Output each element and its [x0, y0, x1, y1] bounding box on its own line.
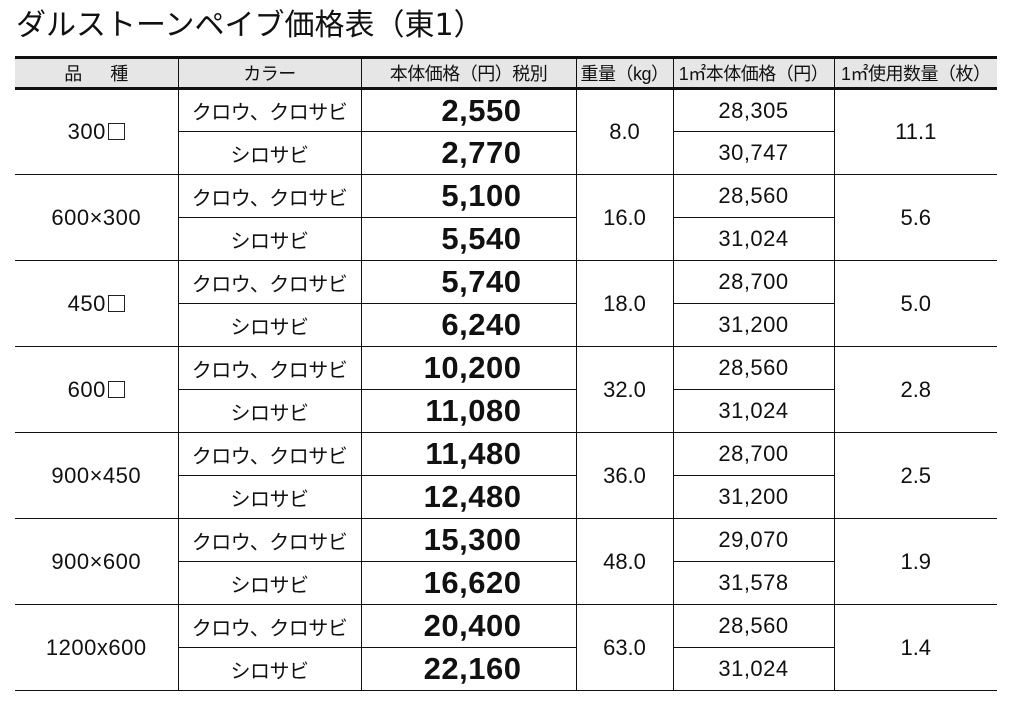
price-cell: 22,160: [360, 647, 576, 691]
unit-price-cell: 31,024: [672, 647, 834, 691]
weight-cell: 18.0: [575, 260, 673, 347]
product-size: 600×300: [15, 174, 178, 261]
table-row: 300 クロウ、クロサビ 2,550 8.0 28,305 11.1: [15, 88, 997, 175]
product-size-label: 900×600: [51, 548, 142, 574]
unit-price-cell: 28,305: [672, 88, 834, 132]
page-title: ダルストーンペイブ価格表（東1）: [16, 8, 484, 43]
unit-price-cell: 29,070: [672, 518, 834, 562]
table-row: 1200x600 クロウ、クロサビ 20,400 63.0 28,560 1.4: [15, 604, 997, 691]
product-size-label: 900×450: [51, 462, 142, 488]
header-unit-price: 1㎡本体価格（円）: [672, 56, 834, 90]
price-cell: 10,200: [360, 346, 576, 390]
color-cell: シロサビ: [177, 561, 361, 605]
weight-cell: 8.0: [575, 88, 673, 175]
color-cell: クロウ、クロサビ: [177, 432, 361, 476]
price-cell: 11,480: [360, 432, 576, 476]
color-cell: シロサビ: [177, 475, 361, 519]
product-size-label: 600: [67, 376, 106, 402]
color-cell: クロウ、クロサビ: [177, 346, 361, 390]
product-size: 450: [15, 260, 178, 347]
unit-price-cell: 31,200: [672, 475, 834, 519]
qty-cell: 2.5: [833, 432, 997, 519]
product-size-label: 600×300: [51, 204, 142, 230]
table-row: 600 クロウ、クロサビ 10,200 32.0 28,560 2.8: [15, 346, 997, 433]
table-row: シロサビ 11,080 31,024: [15, 389, 997, 433]
price-cell: 2,770: [360, 131, 576, 175]
table-row: 900×600 クロウ、クロサビ 15,300 48.0 29,070 1.9: [15, 518, 997, 605]
header-color: カラー: [177, 56, 361, 90]
price-cell: 16,620: [360, 561, 576, 605]
weight-cell: 32.0: [575, 346, 673, 433]
unit-price-cell: 31,578: [672, 561, 834, 605]
unit-price-cell: 28,700: [672, 432, 834, 476]
price-cell: 6,240: [360, 303, 576, 347]
table-row: シロサビ 2,770 30,747: [15, 131, 997, 175]
unit-price-cell: 31,200: [672, 303, 834, 347]
table-row: 900×450 クロウ、クロサビ 11,480 36.0 28,700 2.5: [15, 432, 997, 519]
qty-cell: 11.1: [833, 88, 997, 175]
product-size: 900×600: [15, 518, 178, 605]
product-size-label: 450: [67, 290, 106, 316]
qty-cell: 2.8: [833, 346, 997, 433]
color-cell: シロサビ: [177, 389, 361, 433]
price-cell: 15,300: [360, 518, 576, 562]
product-size-label: 300: [67, 119, 106, 144]
unit-price-cell: 31,024: [672, 389, 834, 433]
table-row: シロサビ 12,480 31,200: [15, 475, 997, 519]
qty-cell: 5.0: [833, 260, 997, 347]
color-cell: クロウ、クロサビ: [177, 88, 361, 132]
color-cell: シロサビ: [177, 131, 361, 175]
weight-cell: 63.0: [575, 604, 673, 691]
qty-cell: 1.9: [833, 518, 997, 605]
unit-price-cell: 28,700: [672, 260, 834, 304]
price-cell: 11,080: [360, 389, 576, 433]
weight-cell: 36.0: [575, 432, 673, 519]
unit-price-cell: 28,560: [672, 174, 834, 218]
color-cell: シロサビ: [177, 217, 361, 261]
header-price: 本体価格（円）税別: [360, 56, 576, 90]
weight-cell: 16.0: [575, 174, 673, 261]
product-size-label: 1200x600: [45, 634, 147, 660]
price-cell: 5,100: [360, 174, 576, 218]
table-row: シロサビ 22,160 31,024: [15, 647, 997, 691]
price-cell: 5,740: [360, 260, 576, 304]
product-size: 1200x600: [15, 604, 178, 691]
square-icon: [107, 294, 125, 312]
price-cell: 5,540: [360, 217, 576, 261]
table-row: 450 クロウ、クロサビ 5,740 18.0 28,700 5.0: [15, 260, 997, 347]
price-cell: 2,550: [360, 88, 576, 132]
color-cell: クロウ、クロサビ: [177, 604, 361, 648]
price-cell: 20,400: [360, 604, 576, 648]
color-cell: クロウ、クロサビ: [177, 174, 361, 218]
table-header-row: 品種 カラー 本体価格（円）税別 重量（kg） 1㎡本体価格（円） 1㎡使用数量…: [15, 56, 997, 90]
unit-price-cell: 30,747: [672, 131, 834, 175]
unit-price-cell: 28,560: [672, 604, 834, 648]
table-row: シロサビ 5,540 31,024: [15, 217, 997, 261]
product-size: 300: [15, 88, 178, 175]
table-row: 600×300 クロウ、クロサビ 5,100 16.0 28,560 5.6: [15, 174, 997, 261]
table-row: シロサビ 6,240 31,200: [15, 303, 997, 347]
qty-cell: 1.4: [833, 604, 997, 691]
qty-cell: 5.6: [833, 174, 997, 261]
price-cell: 12,480: [360, 475, 576, 519]
product-size: 900×450: [15, 432, 178, 519]
price-table: 品種 カラー 本体価格（円）税別 重量（kg） 1㎡本体価格（円） 1㎡使用数量…: [15, 56, 997, 691]
header-weight: 重量（kg）: [575, 56, 673, 90]
weight-cell: 48.0: [575, 518, 673, 605]
color-cell: シロサビ: [177, 303, 361, 347]
color-cell: シロサビ: [177, 647, 361, 691]
product-size: 600: [15, 346, 178, 433]
unit-price-cell: 28,560: [672, 346, 834, 390]
square-icon: [107, 380, 125, 398]
unit-price-cell: 31,024: [672, 217, 834, 261]
header-size: 品種: [15, 56, 178, 90]
header-qty: 1㎡使用数量（枚）: [833, 56, 997, 90]
table-row: シロサビ 16,620 31,578: [15, 561, 997, 605]
color-cell: クロウ、クロサビ: [177, 518, 361, 562]
square-icon: [107, 123, 125, 140]
color-cell: クロウ、クロサビ: [177, 260, 361, 304]
